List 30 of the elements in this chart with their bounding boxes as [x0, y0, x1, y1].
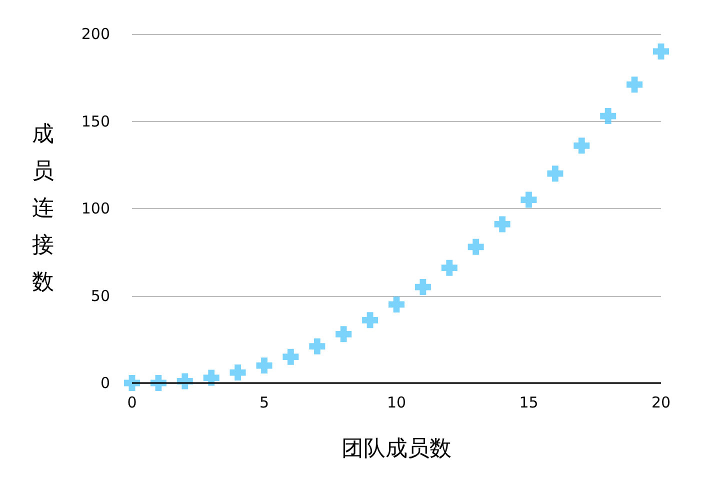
- point: [547, 166, 564, 182]
- point: [203, 370, 220, 386]
- point: [494, 216, 510, 232]
- x-tick-label: 0: [127, 394, 137, 412]
- point: [256, 358, 272, 374]
- point: [600, 108, 616, 124]
- point: [574, 138, 590, 154]
- point: [309, 338, 326, 354]
- x-tick-label: 20: [651, 394, 671, 412]
- point: [388, 296, 404, 312]
- y-tick-label: 50: [90, 286, 110, 305]
- x-axis-title: 团队成员数: [342, 436, 452, 462]
- y-tick-label: 0: [100, 374, 110, 392]
- y-axis-title: 成员连接数: [32, 122, 54, 295]
- x-tick-label: 5: [259, 394, 270, 412]
- y-tick-label: 200: [81, 25, 110, 43]
- y-tick-label: 100: [81, 200, 110, 218]
- point: [520, 192, 537, 208]
- point: [414, 279, 431, 296]
- point: [653, 43, 669, 60]
- point: [626, 76, 643, 93]
- point: [441, 260, 458, 276]
- point: [336, 326, 352, 342]
- point: [282, 348, 299, 365]
- y-tick-label: 150: [81, 112, 110, 130]
- point: [468, 238, 484, 255]
- x-tick-label: 15: [519, 394, 538, 412]
- x-tick-label: 10: [386, 394, 406, 412]
- point: [362, 312, 378, 328]
- point: [230, 364, 246, 381]
